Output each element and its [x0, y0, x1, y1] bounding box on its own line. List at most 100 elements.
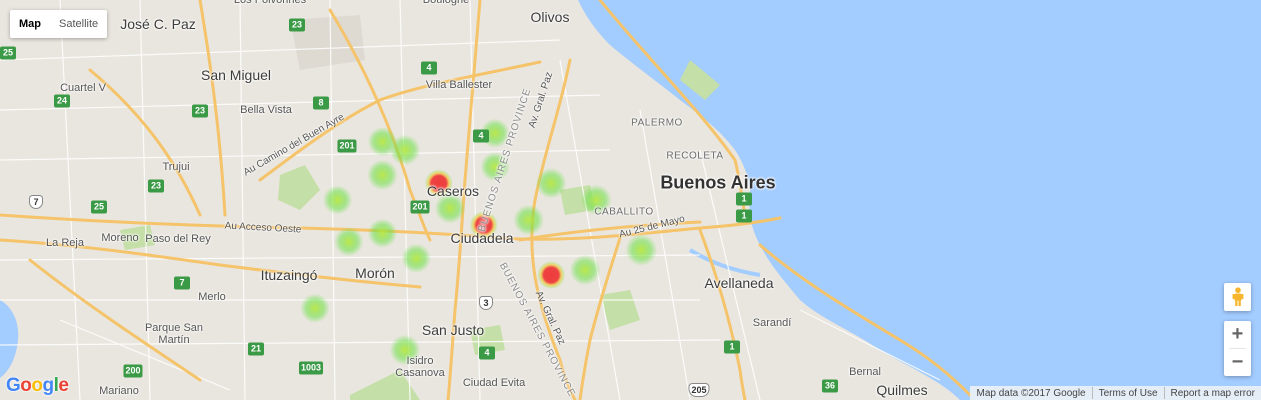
heatmap-spot [389, 334, 421, 366]
logo-letter: o [31, 375, 43, 396]
map-type-satellite-button[interactable]: Satellite [59, 18, 99, 30]
left-lake [0, 300, 19, 378]
route-shield: 24 [54, 94, 70, 108]
street-view-pegman-button[interactable] [1224, 283, 1251, 311]
attribution-bar: Map data ©2017 Google Terms of Use Repor… [970, 386, 1261, 400]
route-shield: 7 [174, 276, 190, 290]
heatmap-spot [389, 134, 421, 166]
place-label: Los Polvorines [233, 0, 307, 6]
place-label: Caseros [426, 183, 480, 199]
place-label: Bella Vista [240, 104, 292, 116]
neighborhood-label: RECOLETA [666, 150, 724, 162]
route-shield: 201 [410, 200, 430, 214]
route-shield: 21 [248, 342, 264, 356]
report-map-error-link[interactable]: Report a map error [1170, 387, 1255, 399]
map-type-map-button[interactable]: Map [19, 18, 41, 30]
neighborhood-label: CABALLITO [594, 206, 654, 218]
heatmap-spot [334, 226, 364, 257]
logo-letter: g [42, 375, 55, 396]
place-label: Ciudad Evita [462, 377, 526, 389]
place-label: Olivos [530, 9, 570, 25]
place-label: Moreno [101, 232, 139, 244]
route-shield: 23 [148, 179, 164, 193]
place-label: Ciudadela [450, 230, 514, 246]
place-label: Bernal [849, 366, 881, 378]
place-label: San Miguel [200, 67, 272, 83]
route-shield: 23 [289, 18, 305, 32]
route-shield: 7 [29, 195, 43, 209]
neighborhood-label: PALERMO [631, 117, 683, 129]
route-shield: 1 [736, 192, 752, 206]
place-label: Avellaneda [704, 275, 774, 291]
heatmap-spot [401, 243, 432, 274]
attribution-divider [1163, 387, 1165, 399]
place-label: La Reja [46, 237, 84, 249]
route-shield: 205 [688, 383, 710, 397]
map-data-credit: Map data ©2017 Google [976, 387, 1086, 399]
route-shield: 36 [822, 379, 838, 393]
place-label: San Justo [421, 322, 485, 338]
place-label: Isidro Casanova [395, 355, 445, 379]
place-label: Paso del Rey [145, 233, 211, 245]
place-label: José C. Paz [120, 16, 196, 32]
terms-of-use-link[interactable]: Terms of Use [1098, 387, 1158, 399]
route-shield: 25 [91, 200, 107, 214]
place-label-capital: Buenos Aires [660, 172, 776, 193]
zoom-in-button[interactable]: + [1231, 323, 1244, 345]
route-shield: 4 [421, 61, 437, 75]
route-shield: 1003 [298, 361, 324, 375]
heatmap-spot [480, 151, 510, 182]
heatmap-spot [322, 185, 353, 215]
heatmap-spot [367, 159, 398, 191]
place-label: Mariano [99, 385, 139, 397]
route-shield: 4 [473, 129, 489, 143]
place-label: Ituzaingó [260, 267, 318, 283]
route-shield: 1 [724, 340, 740, 354]
route-shield: 1 [736, 209, 752, 223]
park [680, 60, 720, 100]
place-label: Sarandí [752, 317, 792, 329]
place-label: Parque San Martín [144, 322, 204, 346]
river-water [578, 0, 1261, 400]
park [278, 165, 320, 210]
route-shield: 25 [0, 46, 16, 60]
place-label: Merlo [198, 291, 226, 303]
logo-letter: l [53, 375, 59, 396]
route-shield: 23 [192, 104, 208, 118]
zoom-control: + − [1224, 321, 1251, 376]
logo-letter: o [20, 375, 32, 396]
heatmap-spot [300, 293, 330, 324]
heatmap-spot [625, 234, 658, 266]
logo-letter: G [6, 375, 21, 396]
route-shield: 4 [479, 346, 495, 360]
heatmap-spot [434, 192, 466, 224]
place-label: Trujui [162, 161, 190, 173]
route-shield: 3 [479, 296, 493, 310]
place-label: Villa Ballester [425, 79, 493, 91]
route-shield: 8 [313, 96, 329, 110]
google-logo[interactable]: Google [6, 375, 69, 397]
route-shield: 201 [337, 139, 357, 153]
heatmap-hotspot [469, 211, 498, 239]
attribution-divider [1091, 387, 1093, 399]
heatmap-spot [580, 184, 612, 216]
route-shield: 200 [123, 364, 143, 378]
place-label: Cuartel V [60, 82, 106, 94]
heatmap-hotspot [424, 169, 453, 198]
place-label: Boulogne [422, 0, 470, 6]
map-type-control: Map Satellite [10, 10, 108, 38]
heatmap-spot [535, 167, 567, 199]
heatmap-spot [367, 218, 398, 249]
heatmap-spot [569, 254, 601, 286]
pegman-icon [1232, 287, 1243, 306]
park [350, 370, 420, 400]
zoom-out-button[interactable]: − [1231, 351, 1244, 373]
place-label: Quilmes [876, 382, 928, 398]
urban-gray [290, 15, 365, 70]
heatmap-spot [513, 204, 545, 236]
logo-letter: e [58, 375, 69, 396]
riachuelo [688, 248, 761, 277]
heatmap-hotspot [537, 261, 566, 289]
